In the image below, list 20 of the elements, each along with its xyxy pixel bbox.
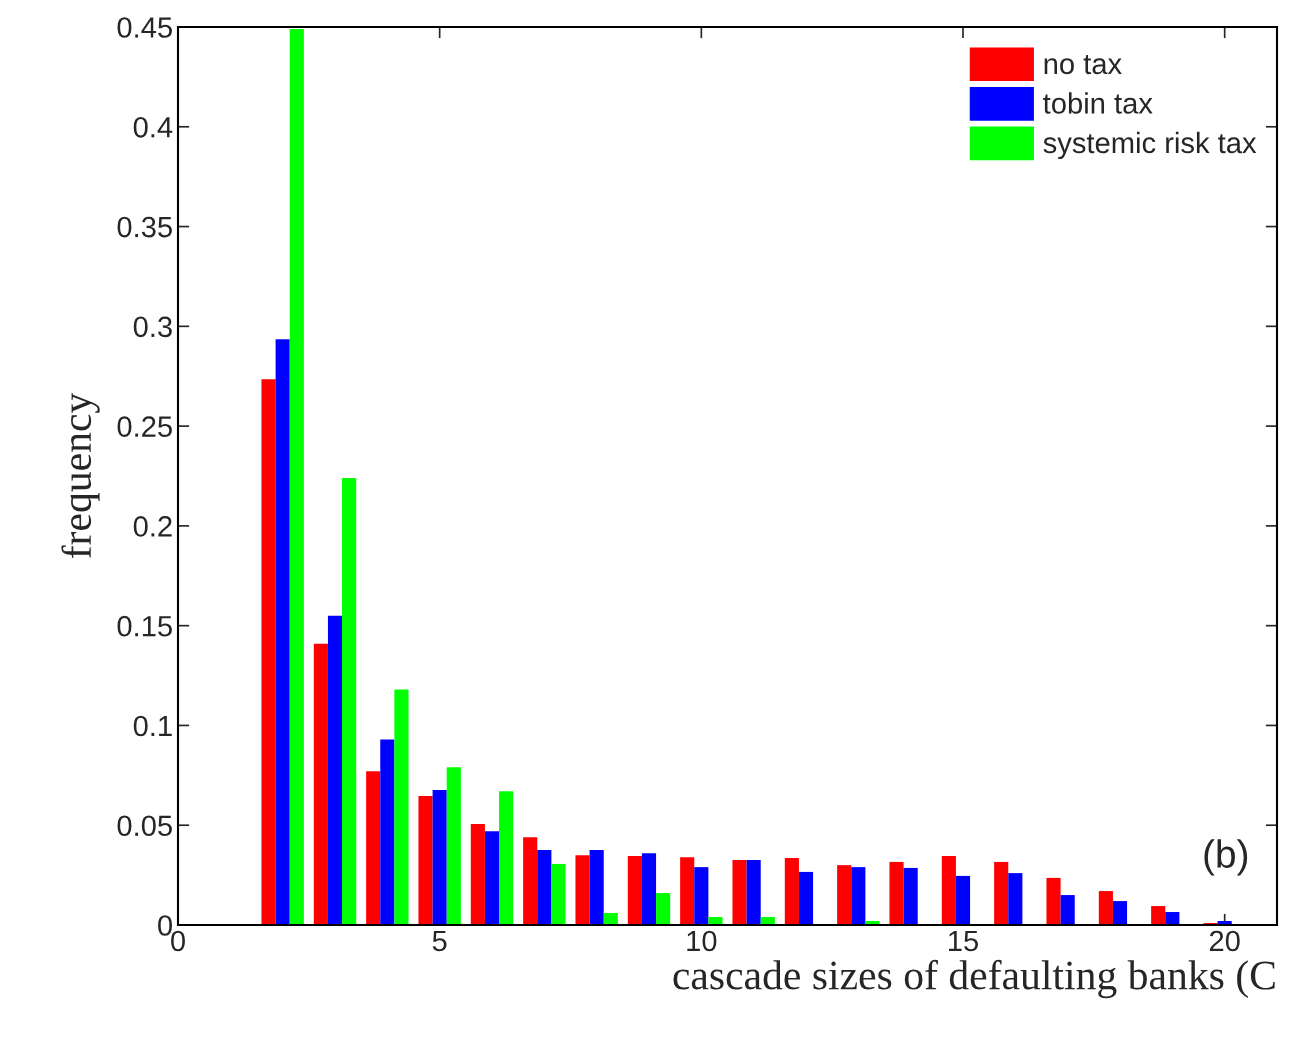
x-axis-title: cascade sizes of defaulting banks (C (673, 959, 1275, 999)
y-tick-label: 0.4 (133, 116, 173, 138)
y-tick-label: 0.3 (133, 316, 172, 338)
legend-label: no tax (1044, 55, 1122, 75)
y-tick-label: 0.35 (117, 216, 172, 238)
legend-label: systemic risk tax (1043, 131, 1257, 160)
y-tick-label: 0.15 (117, 615, 172, 637)
x-tick-label: 15 (949, 930, 978, 952)
x-tick-label: 5 (432, 930, 447, 952)
y-tick-label: 0.45 (117, 17, 172, 38)
y-tick-label: 0.05 (117, 815, 172, 837)
x-tick-label: 10 (687, 930, 717, 952)
y-tick-label: 0.25 (117, 416, 172, 437)
y-tick-label: 0.1 (133, 715, 172, 737)
y-tick-label: 0.2 (133, 516, 172, 537)
annotation: (b) (1204, 839, 1248, 876)
y-axis-title: frequency (61, 392, 100, 558)
y-tick-label: 0 (158, 915, 172, 936)
x-tick-label: 20 (1209, 930, 1240, 952)
legend-label: tobin tax (1043, 92, 1153, 114)
